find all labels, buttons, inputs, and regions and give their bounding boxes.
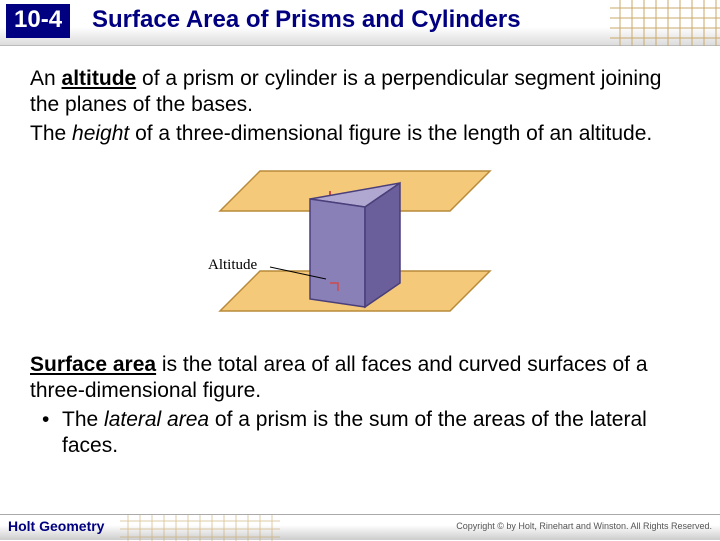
altitude-label: Altitude: [208, 257, 258, 273]
slide-footer: Holt Geometry Copyright © by Holt, Rineh…: [0, 514, 720, 540]
lateral-area-bullet: • The lateral area of a prism is the sum…: [30, 407, 690, 460]
footer-copyright: Copyright © by Holt, Rinehart and Winsto…: [456, 521, 712, 531]
section-number-badge: 10-4: [6, 4, 70, 38]
text: of a three-dimensional figure is the len…: [129, 122, 652, 145]
altitude-definition: An altitude of a prism or cylinder is a …: [30, 66, 690, 119]
lateral-area-term: lateral area: [104, 408, 209, 431]
text: An: [30, 67, 62, 90]
height-definition: The height of a three-dimensional figure…: [30, 121, 690, 147]
surface-area-term: Surface area: [30, 353, 156, 376]
height-term: height: [72, 122, 129, 145]
diagram-container: Altitude: [30, 151, 690, 338]
slide-header: 10-4 Surface Area of Prisms and Cylinder…: [0, 0, 720, 46]
footer-grid-decoration: [120, 515, 280, 541]
surface-area-definition: Surface area is the total area of all fa…: [30, 352, 690, 405]
header-grid-decoration: [610, 0, 720, 46]
section-title: Surface Area of Prisms and Cylinders: [92, 6, 521, 34]
content-area: An altitude of a prism or cylinder is a …: [0, 46, 720, 338]
lateral-area-definition: The lateral area of a prism is the sum o…: [62, 407, 690, 460]
text: The: [30, 122, 72, 145]
altitude-term: altitude: [62, 67, 137, 90]
text: The: [62, 408, 104, 431]
bullet-icon: •: [42, 407, 62, 460]
altitude-diagram: Altitude: [190, 151, 530, 331]
footer-brand: Holt Geometry: [8, 518, 104, 534]
surface-area-block: Surface area is the total area of all fa…: [0, 352, 720, 459]
